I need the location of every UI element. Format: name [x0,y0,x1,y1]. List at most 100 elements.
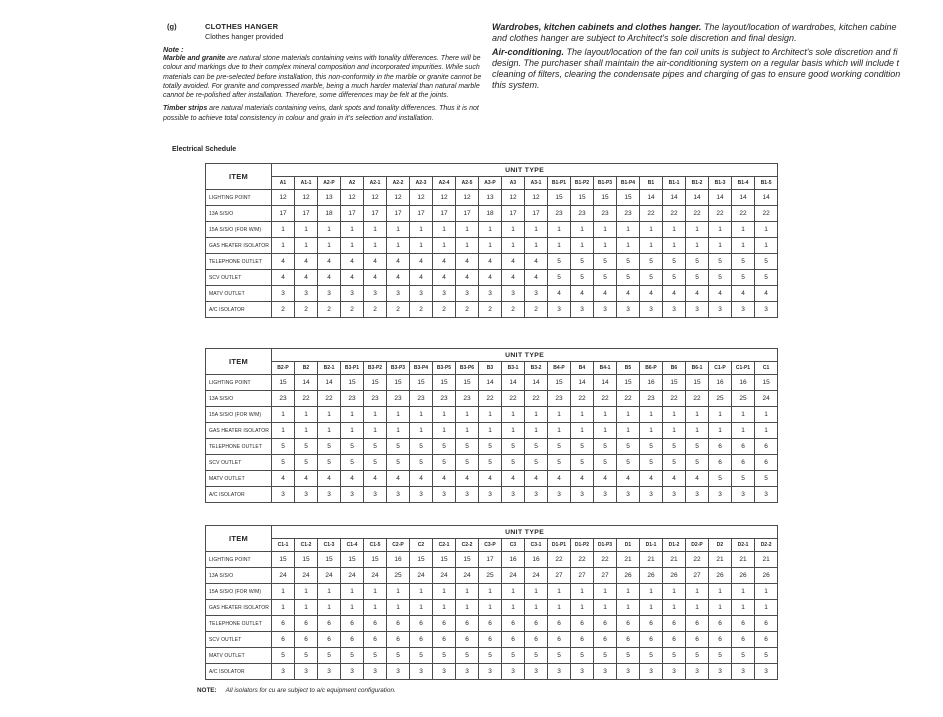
value-cell: 1 [708,221,732,238]
value-cell: 4 [317,470,341,487]
value-cell: 4 [524,253,548,270]
value-cell: 1 [570,599,594,616]
value-cell: 1 [570,237,594,254]
value-cell: 3 [639,486,663,503]
value-cell: 1 [685,237,709,254]
electrical-schedule-table: ITEM UNIT TYPE A1 A1-1 A2-P A2 A2-1 A2-2 A2-3 A2-… [205,163,779,318]
value-cell: 17 [432,205,456,222]
value-cell: 3 [593,301,617,318]
value-cell: 18 [317,205,341,222]
value-cell: 6 [294,615,318,632]
value-cell: 1 [524,221,548,238]
value-cell: 1 [501,599,525,616]
value-cell: 1 [524,237,548,254]
value-cell: 6 [731,454,755,471]
table-row: LIGHTING POINT 15 15 15 15 15 16 15 15 15 17 16 16 22… [205,551,779,568]
paragraph-text: cannot be re-polished after installation… [163,92,449,100]
table-row: GAS HEATER ISOLATOR 1 1 1 1 1 1 1 1 1 1 1 1 1 1 1 1 1 1 1 1 1… [205,237,779,254]
value-cell: 15 [363,551,387,568]
text-line: Timber strips are natural materials cont… [163,104,508,113]
value-cell: 1 [662,237,686,254]
value-cell: 5 [340,454,364,471]
value-cell: 1 [363,237,387,254]
value-cell: 4 [294,269,318,286]
value-cell: 5 [294,438,318,455]
value-cell: 23 [616,205,640,222]
text-line: totally avoided. For granite and compres… [163,82,508,91]
paragraph: Wardrobes, kitchen cabinets and clothes … [492,22,943,43]
text-line: possible to achieve total consistency in… [163,114,508,123]
value-cell: 5 [409,647,433,664]
unit-column-header: A1-1 [294,176,318,190]
value-cell: 5 [616,454,640,471]
value-cell: 4 [478,269,502,286]
value-cell: 27 [570,567,594,584]
unit-column-header: A2-P [317,176,341,190]
unit-column-header: C1-3 [317,538,341,552]
value-cell: 15 [570,189,594,206]
value-cell: 22 [662,205,686,222]
value-cell: 3 [731,301,755,318]
value-cell: 4 [455,269,479,286]
value-cell: 3 [662,486,686,503]
text-line: Air-conditioning. The layout/location of… [492,47,943,58]
value-cell: 12 [340,189,364,206]
value-cell: 22 [570,390,594,407]
value-cell: 4 [294,470,318,487]
value-cell: 1 [708,599,732,616]
value-cell: 15 [386,374,410,391]
text-line: materials can be pre-selected before ins… [163,73,508,82]
value-cell: 4 [409,253,433,270]
value-cell: 2 [524,301,548,318]
value-cell: 24 [340,567,364,584]
value-cell: 4 [294,253,318,270]
value-cell: 24 [524,567,548,584]
value-cell: 1 [547,422,571,439]
value-cell: 5 [616,438,640,455]
value-cell: 15 [685,374,709,391]
value-cell: 5 [616,647,640,664]
value-cell: 14 [639,189,663,206]
value-cell: 1 [593,237,617,254]
value-cell: 3 [409,285,433,302]
value-cell: 1 [753,406,779,423]
value-cell: 15 [340,374,364,391]
value-cell: 5 [593,269,617,286]
value-cell: 3 [409,663,433,680]
value-cell: 6 [708,438,732,455]
value-cell: 4 [409,269,433,286]
value-cell: 5 [753,269,779,286]
value-cell: 5 [662,253,686,270]
value-cell: 1 [386,221,410,238]
value-cell: 5 [386,438,410,455]
value-cell: 6 [547,615,571,632]
value-cell: 1 [639,406,663,423]
value-cell: 4 [478,470,502,487]
value-cell: 1 [432,599,456,616]
value-cell: 15 [753,374,779,391]
paragraph-text: possible to achieve total consistency in… [163,114,434,122]
value-cell: 22 [662,390,686,407]
unit-column-header: C1-4 [340,538,364,552]
value-cell: 4 [524,470,548,487]
text-line: colour and markings due to their complex… [163,63,508,72]
value-cell: 12 [386,189,410,206]
value-cell: 3 [317,486,341,503]
value-cell: 1 [271,599,295,616]
value-cell: 4 [340,253,364,270]
value-cell: 1 [524,599,548,616]
value-cell: 14 [731,189,755,206]
value-cell: 4 [616,470,640,487]
value-cell: 3 [294,663,318,680]
value-cell: 5 [547,647,571,664]
value-cell: 6 [616,631,640,648]
value-cell: 1 [363,422,387,439]
value-cell: 1 [340,406,364,423]
value-cell: 2 [501,301,525,318]
value-cell: 26 [753,567,779,584]
value-cell: 17 [340,205,364,222]
unit-column-header: C2-1 [432,538,456,552]
value-cell: 14 [317,374,341,391]
value-cell: 1 [271,221,295,238]
unit-column-header: A2 [340,176,364,190]
